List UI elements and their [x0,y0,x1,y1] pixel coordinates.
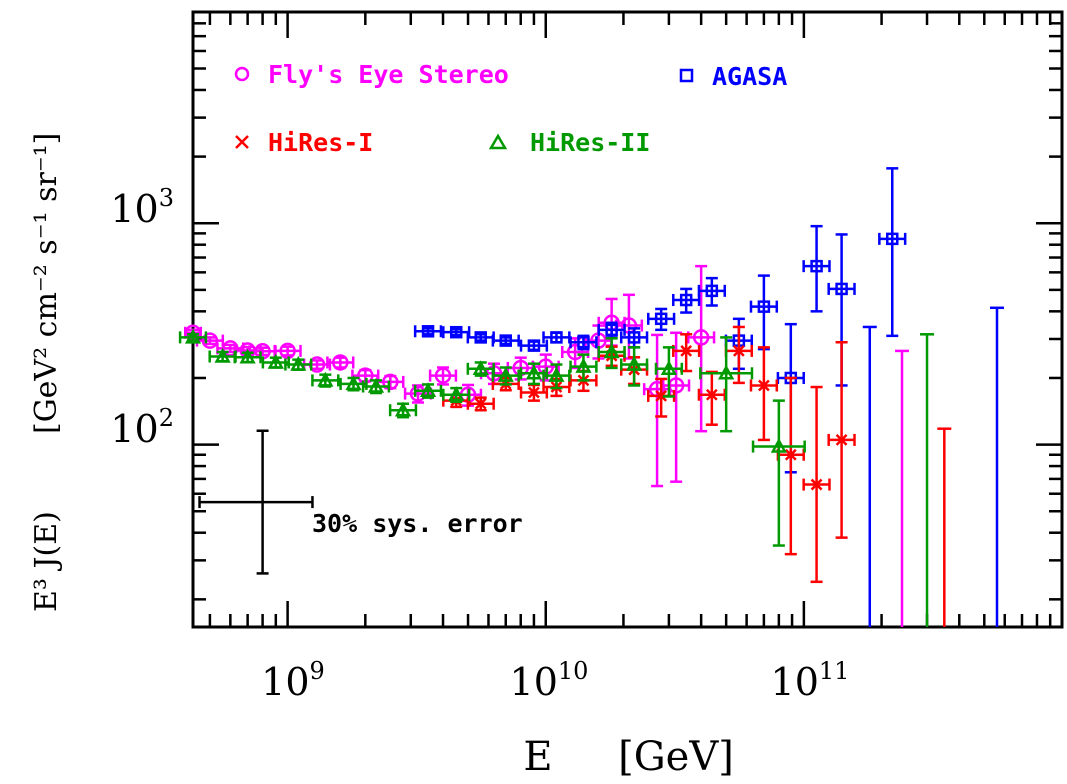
marker-cross [784,448,797,461]
x-axis-unit: [GeV] [618,734,734,780]
x-tick-label-1e11: 1011 [771,657,850,704]
sys-error-label: 30% sys. error [312,509,523,538]
x-tick-labels: 109 1010 1011 [261,657,849,704]
legend-marker-circle [234,66,250,82]
y-axis-unit: [GeV² cm⁻² s⁻¹ sr⁻¹] [29,133,64,434]
marker-triangle [394,401,412,417]
legend-label-hires1: HiRes-I [268,128,373,157]
marker-cross [810,478,823,491]
marker-circle [409,385,427,402]
marker-square [886,232,899,246]
marker-circle [434,367,452,384]
marker-square [679,293,693,307]
marker-triangle [575,358,592,373]
marker-triangle [497,366,514,382]
marker-square [550,331,563,344]
marker-cross [680,345,693,357]
plot-frame [191,10,1064,629]
y-axis-variable: E³ J(E) [29,511,64,612]
marker-square [835,282,848,296]
series-hires-ii [178,328,935,627]
marker-triangle [626,355,643,371]
legend-item-hires1: HiRes-I [235,128,373,157]
marker-square [810,259,823,273]
sys-error-marker [198,429,314,575]
legend-marker-triangle [488,133,508,150]
marker-square [421,325,435,338]
legend-item-hires2: HiRes-II [488,128,650,157]
legend-item-agasa: AGASA [679,62,787,91]
legend-marker-cross [235,135,249,149]
marker-square [499,334,513,347]
marker-circle [201,332,219,349]
marker-cross [732,345,745,357]
marker-circle [382,373,399,391]
x-axis-title: E [GeV] [523,734,733,780]
marker-square [757,300,771,313]
legend: Fly's Eye Stereo AGASA HiRes-I HiRes-II [234,60,787,157]
marker-square [627,331,641,344]
marker-square [527,339,541,352]
marker-triangle [472,360,489,376]
x-axis-variable: E [523,734,552,780]
marker-square [705,284,719,298]
marker-triangle [419,382,437,398]
marker-cross [528,386,540,399]
marker-square [654,312,668,326]
legend-marker-square [679,68,694,83]
legend-item-flys-eye: Fly's Eye Stereo [234,60,509,89]
legend-label-hires2: HiRes-II [530,128,650,157]
data-points [178,167,1004,627]
marker-triangle [660,360,678,376]
x-tick-label-1e9: 109 [261,657,325,704]
marker-triangle [239,348,256,364]
marker-triangle [317,371,334,387]
marker-triangle [367,377,385,393]
marker-square [474,331,487,344]
marker-triangle [718,364,735,380]
legend-label-flys-eye: Fly's Eye Stereo [268,60,509,89]
marker-triangle [184,328,202,344]
marker-triangle [448,386,465,401]
marker-cross [655,390,668,402]
y-tick-labels: 102 103 [110,184,174,451]
marker-square [449,325,463,339]
marker-triangle [548,366,565,382]
marker-triangle [290,355,307,371]
series-agasa [413,167,1004,627]
marker-square [577,335,590,349]
marker-cross [758,379,770,392]
marker-circle [566,343,584,361]
y-tick-label-1000: 103 [110,184,174,231]
marker-triangle [770,437,787,453]
marker-cross [474,397,487,410]
x-tick-label-1e10: 1010 [510,657,589,704]
marker-square [605,323,618,337]
legend-label-agasa: AGASA [712,62,787,91]
marker-triangle [214,347,231,363]
plot-border [191,10,1064,629]
marker-triangle [603,343,620,359]
axis-ticks [193,10,1064,627]
marker-triangle [525,364,543,380]
marker-cross [835,434,848,446]
marker-circle [692,329,710,346]
y-axis-title: E³ J(E) [GeV² cm⁻² s⁻¹ sr⁻¹] [29,133,64,612]
marker-triangle [345,375,362,391]
marker-cross [705,388,718,401]
y-tick-label-100: 102 [110,404,174,451]
marker-triangle [267,353,284,369]
marker-circle [332,354,349,371]
